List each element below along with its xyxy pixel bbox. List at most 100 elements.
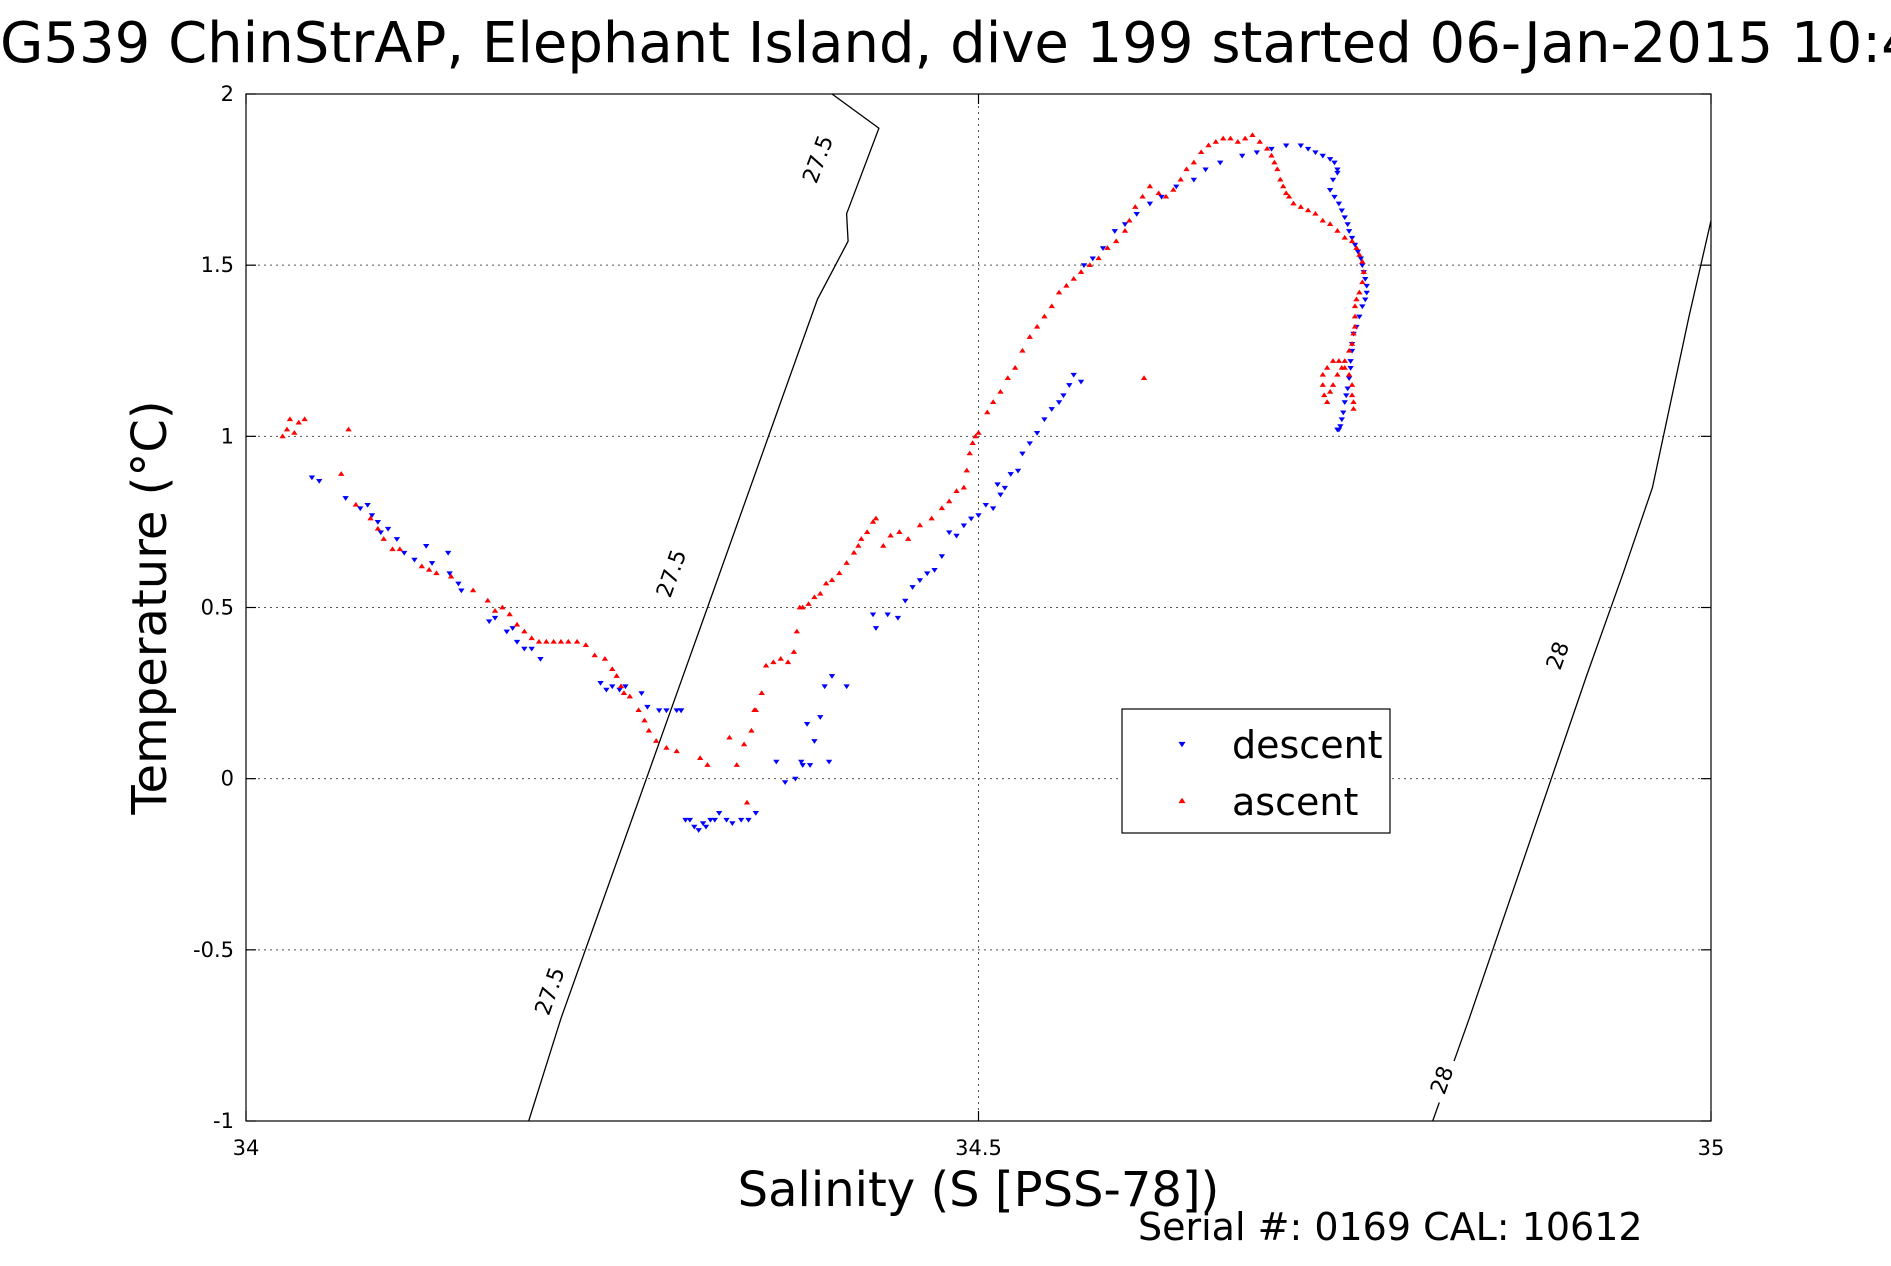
descent-point (1363, 283, 1370, 289)
descent-point (1173, 184, 1180, 190)
descent-point (357, 506, 364, 512)
ascent-point (1263, 145, 1271, 151)
ascent-point (396, 546, 403, 552)
ascent-point (1353, 296, 1360, 302)
descent-point (1048, 407, 1055, 412)
ascent-point (784, 659, 792, 665)
y-tick-label: 0 (221, 767, 234, 791)
ascent-point (805, 601, 812, 606)
ascent-point (953, 488, 960, 493)
ascent-point (1351, 323, 1359, 329)
ascent-point (601, 655, 609, 661)
ascent-point (528, 635, 535, 641)
legend-marker-ascent (1178, 797, 1186, 804)
x-tick-label: 35 (1698, 1136, 1725, 1160)
x-axis-label: Salinity (S [PSS-78]) (738, 1162, 1220, 1218)
ascent-point (836, 570, 843, 576)
ascent-point (1350, 399, 1357, 404)
ascent-point (1341, 364, 1348, 370)
descent-point (1331, 194, 1338, 200)
ascent-point (1190, 159, 1198, 165)
ascent-point (762, 662, 770, 668)
descent-point (1344, 222, 1351, 227)
descent-point (811, 739, 818, 744)
ascent-point (1312, 210, 1319, 216)
descent-point (616, 687, 623, 693)
descent-point (686, 817, 694, 823)
ascent-point (1212, 139, 1219, 144)
descent-point (1077, 379, 1085, 385)
ascent-point (1324, 364, 1331, 370)
ascent-point (1345, 371, 1353, 377)
descent-point (1121, 222, 1129, 227)
descent-point (1359, 263, 1366, 269)
descent-point (1080, 263, 1088, 269)
ascent-point (1004, 375, 1011, 380)
isopycnal-label-gap (1537, 630, 1577, 681)
ascent-point (418, 563, 425, 569)
ascent-point (1319, 371, 1326, 377)
descent-point (1326, 187, 1334, 193)
descent-point (1347, 359, 1354, 364)
ascent-point (345, 426, 352, 432)
descent-point (968, 516, 975, 522)
descent-point (1357, 256, 1365, 262)
grid-layer (246, 94, 1711, 1121)
ascent-point (1205, 142, 1212, 148)
descent-point (342, 496, 349, 501)
descent-point (384, 526, 392, 532)
descent-point (1362, 297, 1369, 303)
ascent-point (663, 744, 670, 750)
descent-point (423, 544, 430, 549)
ascent-point (1113, 238, 1120, 244)
isopycnal-28-line (1432, 220, 1711, 1121)
legend: descent ascent (1121, 708, 1391, 834)
ascent-point (1350, 406, 1357, 411)
descent-point (1019, 451, 1026, 457)
descent-point (1354, 249, 1362, 255)
descent-point (521, 646, 528, 652)
descent-point (843, 684, 850, 690)
ascent-point (582, 642, 590, 648)
descent-point (1344, 386, 1351, 392)
ascent-point (770, 659, 777, 665)
descent-point (1319, 153, 1326, 159)
descent-point (1351, 242, 1359, 248)
ascent-point (1319, 217, 1326, 223)
ascent-point (1353, 245, 1360, 250)
ascent-point (1329, 358, 1337, 363)
ascent-point (1249, 132, 1256, 137)
descent-point (486, 619, 493, 625)
descent-point (1334, 167, 1341, 173)
descent-point (1341, 400, 1348, 405)
ascent-point (1348, 382, 1356, 387)
ascent-point (380, 536, 387, 541)
ascent-point (1177, 176, 1184, 182)
ascent-point (733, 762, 740, 767)
y-tick-label: 2 (221, 82, 234, 106)
ascent-point (1256, 139, 1263, 144)
ascent-point (811, 594, 818, 600)
descent-point (528, 646, 535, 652)
descent-point (752, 811, 759, 816)
isopycnal-label-gap (529, 965, 569, 1016)
y-tick-label: -1 (213, 1109, 234, 1133)
legend-box (1121, 708, 1391, 834)
ascent-point (1282, 190, 1290, 196)
ascent-point (1121, 228, 1129, 233)
descent-point (707, 817, 714, 823)
ascent-point (872, 515, 880, 521)
ascent-point (1086, 262, 1094, 268)
ascent-point (1048, 303, 1055, 309)
ascent-point (573, 638, 581, 644)
legend-label-descent: descent (1232, 723, 1383, 767)
ascent-point (790, 649, 798, 654)
descent-point (781, 780, 789, 785)
descent-point (994, 482, 1001, 488)
descent-point (655, 708, 663, 714)
descent-point (597, 680, 604, 686)
ascent-point (1335, 358, 1343, 363)
descent-point (902, 598, 909, 604)
ascent-point (1146, 183, 1154, 189)
